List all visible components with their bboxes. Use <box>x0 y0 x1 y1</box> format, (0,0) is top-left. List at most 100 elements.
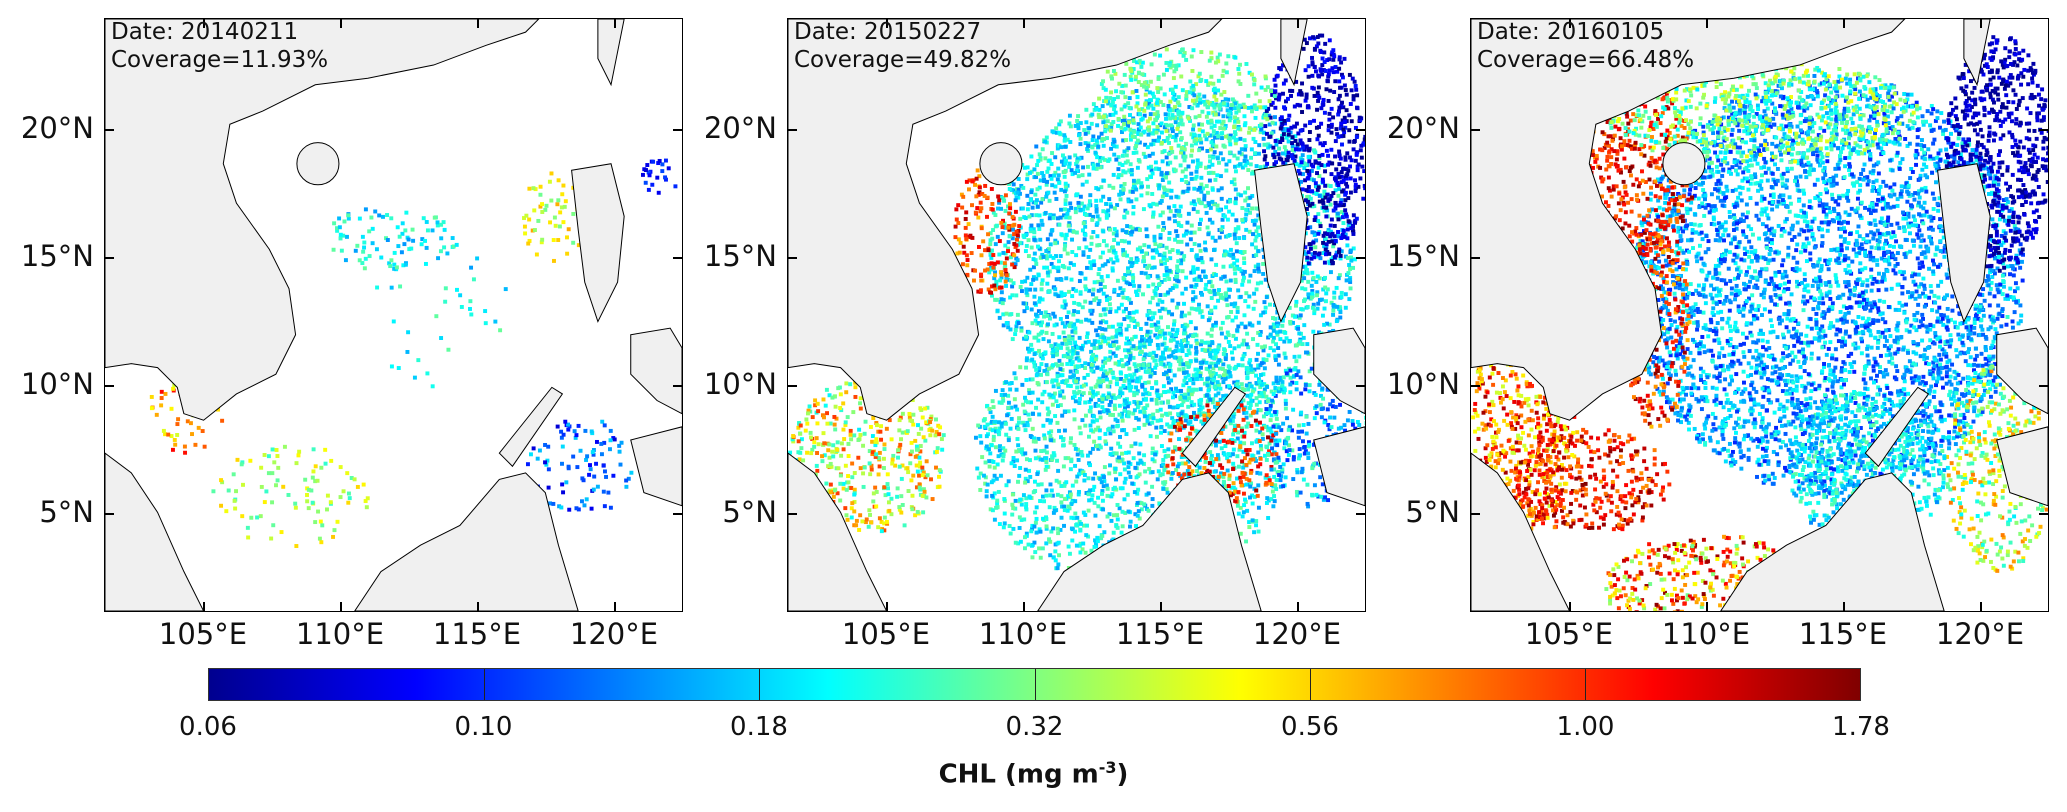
lon-tick-label: 120°E <box>569 617 659 651</box>
landmass <box>1471 453 1570 611</box>
lon-tick-mark <box>1980 18 1982 28</box>
lat-tick-mark <box>673 129 683 131</box>
colorbar-tick-label: 0.56 <box>1281 712 1339 742</box>
colorbar-tick-label: 0.10 <box>454 712 513 742</box>
lon-tick-mark <box>1297 18 1299 28</box>
lat-tick-mark <box>104 129 114 131</box>
landmass <box>1314 328 1365 414</box>
colorbar-tick-mark <box>1309 669 1311 700</box>
lon-tick-label: 110°E <box>295 617 385 651</box>
coverage-label: Coverage=66.48% <box>1477 47 1695 73</box>
landmass <box>598 19 624 85</box>
lat-tick-mark <box>1470 257 1480 259</box>
lat-tick-mark <box>104 385 114 387</box>
lat-tick-mark <box>787 385 797 387</box>
date-label: Date: 20160105 <box>1477 19 1665 45</box>
lon-tick-mark <box>1023 602 1025 612</box>
lon-tick-mark <box>1706 18 1708 28</box>
lon-tick-mark <box>340 602 342 612</box>
lat-tick-mark <box>787 513 797 515</box>
lon-tick-label: 120°E <box>1252 617 1342 651</box>
lon-tick-mark <box>886 602 888 612</box>
colorbar-tick-label: 1.00 <box>1556 712 1615 742</box>
lon-tick-mark <box>1980 602 1982 612</box>
lat-tick-label: 20°N <box>20 111 94 145</box>
date-label: Date: 20150227 <box>794 19 982 45</box>
hainan-island <box>980 143 1022 185</box>
lat-tick-mark <box>2039 129 2049 131</box>
land-layer <box>788 19 1365 611</box>
lat-tick-mark <box>104 257 114 259</box>
landmass <box>788 19 1222 420</box>
lat-tick-label: 10°N <box>20 367 94 401</box>
colorbar-label-text: CHL (mg m <box>938 759 1099 790</box>
colorbar <box>208 668 1861 701</box>
landmass <box>105 453 204 611</box>
lat-tick-label: 5°N <box>722 495 777 529</box>
date-label: Date: 20140211 <box>111 19 299 45</box>
lat-tick-mark <box>673 385 683 387</box>
chl-data-layer <box>1471 35 2048 611</box>
lat-tick-mark <box>2039 257 2049 259</box>
chlorophyll-map <box>1471 19 2048 611</box>
lat-tick-label: 15°N <box>703 239 777 273</box>
landmass <box>788 453 887 611</box>
landmass <box>1281 19 1307 85</box>
colorbar-label: CHL (mg m-3) <box>0 758 2067 790</box>
landmass <box>572 164 625 322</box>
landmass <box>1314 427 1365 506</box>
coverage-label: Coverage=11.93% <box>111 47 329 73</box>
lat-tick-mark <box>673 513 683 515</box>
landmass <box>355 473 578 611</box>
landmass <box>1997 427 2048 506</box>
lat-tick-mark <box>1356 513 1366 515</box>
colorbar-tick-label: 0.18 <box>730 712 788 742</box>
map-panel-2: Date: 20150227 Coverage=49.82% <box>787 18 1366 612</box>
landmass <box>1938 164 1991 322</box>
hainan-island <box>1663 143 1705 185</box>
lon-tick-mark <box>1160 602 1162 612</box>
landmass <box>1255 164 1308 322</box>
colorbar-tick-mark <box>1584 669 1586 700</box>
colorbar-tick-label: 1.78 <box>1832 712 1890 742</box>
landmass <box>1721 473 1944 611</box>
lon-tick-mark <box>1160 18 1162 28</box>
chl-data-layer <box>149 158 678 548</box>
lon-tick-label: 110°E <box>978 617 1068 651</box>
lon-tick-mark <box>1843 602 1845 612</box>
colorbar-tick-mark <box>1034 669 1036 700</box>
lat-tick-mark <box>1470 129 1480 131</box>
landmass <box>1182 387 1245 466</box>
lon-tick-label: 115°E <box>1115 617 1205 651</box>
map-panel-3: Date: 20160105 Coverage=66.48% <box>1470 18 2049 612</box>
lon-tick-mark <box>614 18 616 28</box>
chlorophyll-map <box>788 19 1365 611</box>
colorbar-tick-label: 0.32 <box>1005 712 1064 742</box>
land-layer <box>1471 19 2048 611</box>
lon-tick-mark <box>1569 18 1571 28</box>
lon-tick-label: 120°E <box>1935 617 2025 651</box>
lat-tick-mark <box>104 513 114 515</box>
lat-tick-mark <box>787 129 797 131</box>
landmass <box>631 427 682 506</box>
lat-tick-label: 5°N <box>39 495 94 529</box>
lon-tick-mark <box>1706 602 1708 612</box>
chlorophyll-map <box>105 19 682 611</box>
lat-tick-mark <box>1470 385 1480 387</box>
lat-tick-label: 10°N <box>703 367 777 401</box>
landmass <box>1471 19 1905 420</box>
colorbar-tick-mark <box>759 669 761 700</box>
colorbar-tick-label: 0.06 <box>179 712 237 742</box>
lat-tick-label: 15°N <box>20 239 94 273</box>
colorbar-tick-mark <box>484 669 486 700</box>
lon-tick-mark <box>203 18 205 28</box>
lat-tick-label: 20°N <box>703 111 777 145</box>
lon-tick-mark <box>477 602 479 612</box>
lat-tick-mark <box>1356 257 1366 259</box>
hainan-island <box>297 143 339 185</box>
lat-tick-mark <box>673 257 683 259</box>
landmass <box>1964 19 1990 85</box>
lon-tick-mark <box>477 18 479 28</box>
map-panel-1: Date: 20140211 Coverage=11.93% <box>104 18 683 612</box>
lat-tick-mark <box>2039 513 2049 515</box>
